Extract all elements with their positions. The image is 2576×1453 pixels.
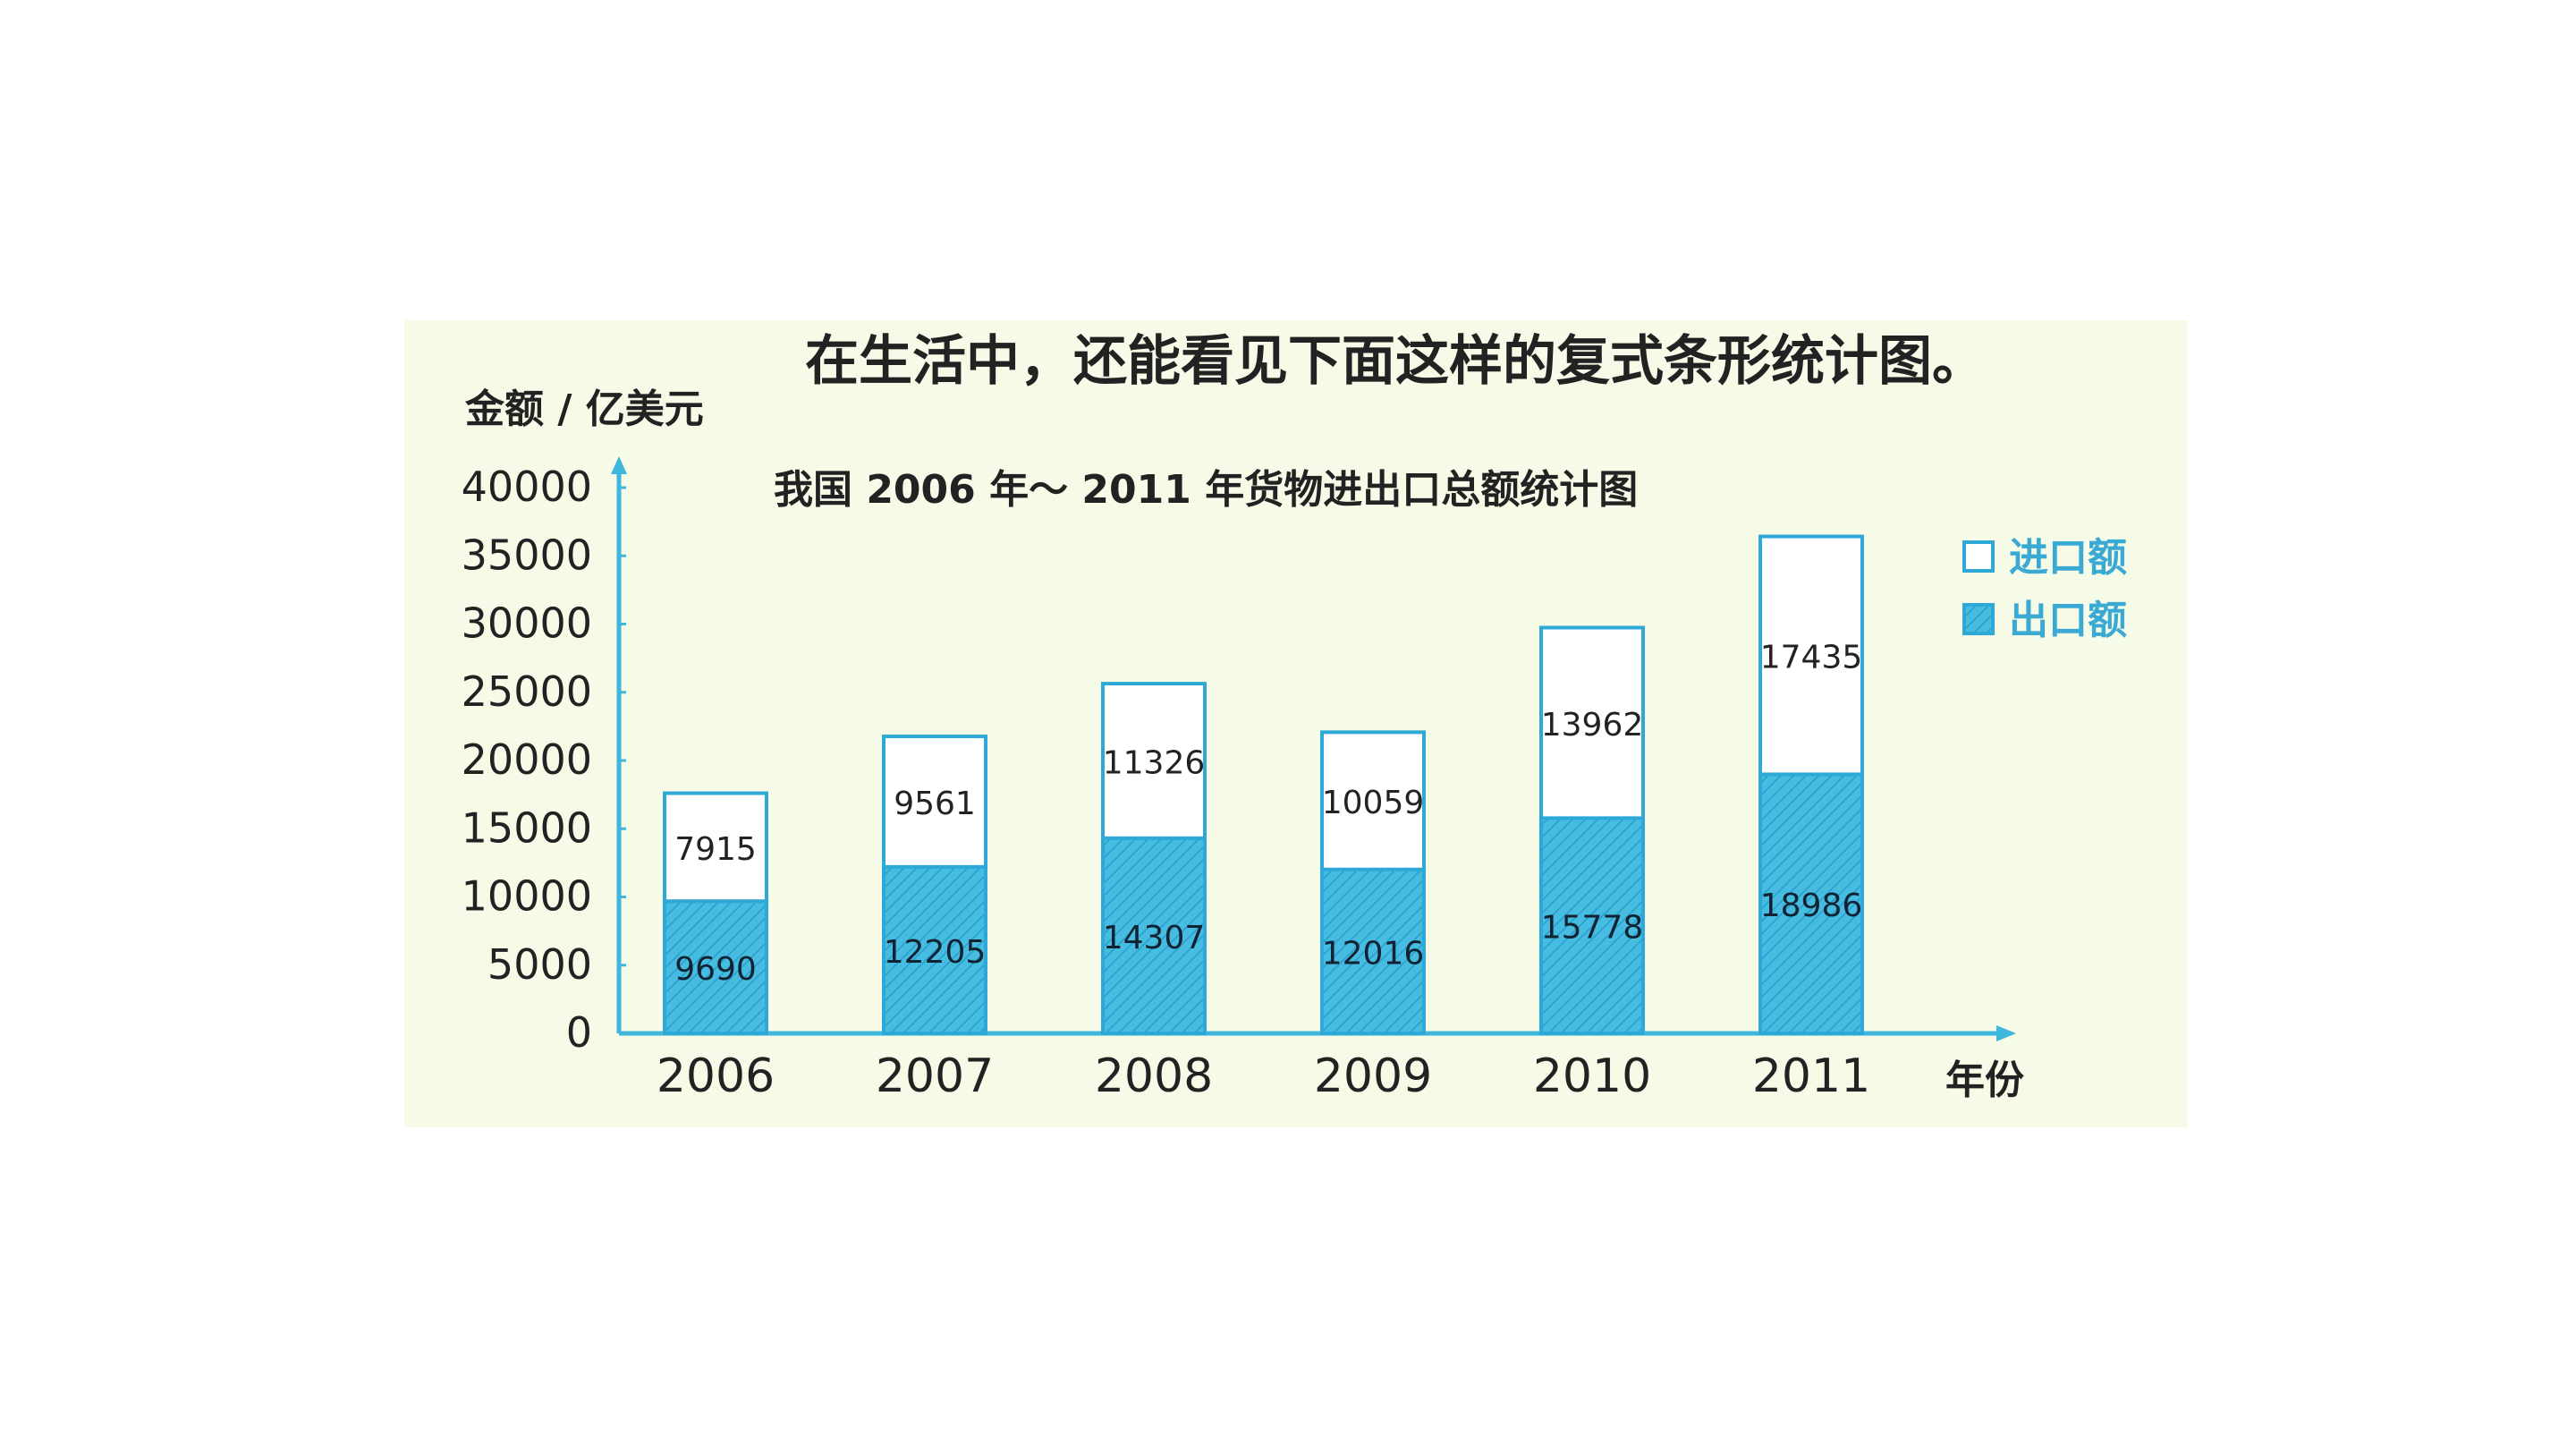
y-tick-label: 20000 xyxy=(462,735,592,784)
x-tick-label: 2010 xyxy=(1533,1049,1651,1103)
bar-import xyxy=(663,791,768,904)
y-tick-label: 0 xyxy=(566,1008,592,1057)
data-label-export: 12016 xyxy=(1322,935,1425,972)
x-axis-label: 年份 xyxy=(1945,1058,2024,1103)
data-label-export: 9690 xyxy=(674,951,757,988)
x-tick-labels: 2006 2007 2008 2009 2010 2011 xyxy=(657,1049,1870,1103)
bar-import xyxy=(1539,625,1645,820)
bars: 9690 7915 12205 9561 14307 11326 12016 10059 157… xyxy=(663,534,1864,1036)
data-label-import: 9561 xyxy=(894,786,976,822)
legend-label: 出口额 xyxy=(2009,598,2127,643)
x-tick-label: 2007 xyxy=(876,1049,994,1103)
x-axis-arrow xyxy=(1996,1025,2016,1041)
y-tick-label: 15000 xyxy=(462,803,592,852)
x-tick-label: 2008 xyxy=(1095,1049,1213,1103)
bar-export xyxy=(1101,836,1207,1035)
data-label-import: 7915 xyxy=(674,831,757,868)
x-tick-label: 2006 xyxy=(657,1049,775,1103)
chart-title: 我国 2006 年～ 2011 年货物进出口总额统计图 xyxy=(774,467,1638,513)
bar-export xyxy=(1539,816,1645,1035)
y-tick-labels: 0 5000 10000 15000 20000 25000 30000 35000 40000 xyxy=(462,463,592,1057)
y-axis-arrow xyxy=(611,456,627,474)
bar-export xyxy=(1320,867,1426,1035)
data-label-import: 17435 xyxy=(1760,640,1863,676)
data-label-export: 18986 xyxy=(1760,888,1863,924)
legend-swatch xyxy=(1962,603,1995,635)
x-tick-label: 2011 xyxy=(1752,1049,1870,1103)
data-label-export: 14307 xyxy=(1103,920,1206,956)
legend-label: 进口额 xyxy=(2009,535,2127,581)
data-label-export: 12205 xyxy=(884,934,987,971)
y-tick-label: 5000 xyxy=(487,940,592,989)
bar-import xyxy=(1101,682,1207,840)
x-tick-label: 2009 xyxy=(1314,1049,1432,1103)
bar-import xyxy=(882,735,987,869)
bar-export xyxy=(882,864,987,1036)
y-tick-label: 25000 xyxy=(462,667,592,716)
bar-import xyxy=(1758,534,1864,777)
y-tick-label: 40000 xyxy=(462,463,592,511)
legend-swatch xyxy=(1962,540,1995,573)
data-label-export: 15778 xyxy=(1541,910,1644,947)
y-tick-label: 10000 xyxy=(462,872,592,921)
y-tick-label: 35000 xyxy=(462,531,592,579)
data-label-import: 13962 xyxy=(1541,707,1644,743)
bar-import xyxy=(1320,730,1426,871)
page-heading: 在生活中，还能看见下面这样的复式条形统计图。 xyxy=(805,330,1986,393)
y-axis-label: 金额 / 亿美元 xyxy=(464,387,704,432)
y-tick-label: 30000 xyxy=(462,599,592,648)
data-label-import: 10059 xyxy=(1322,785,1425,821)
data-label-import: 11326 xyxy=(1103,744,1206,781)
bar-export xyxy=(1758,772,1864,1035)
